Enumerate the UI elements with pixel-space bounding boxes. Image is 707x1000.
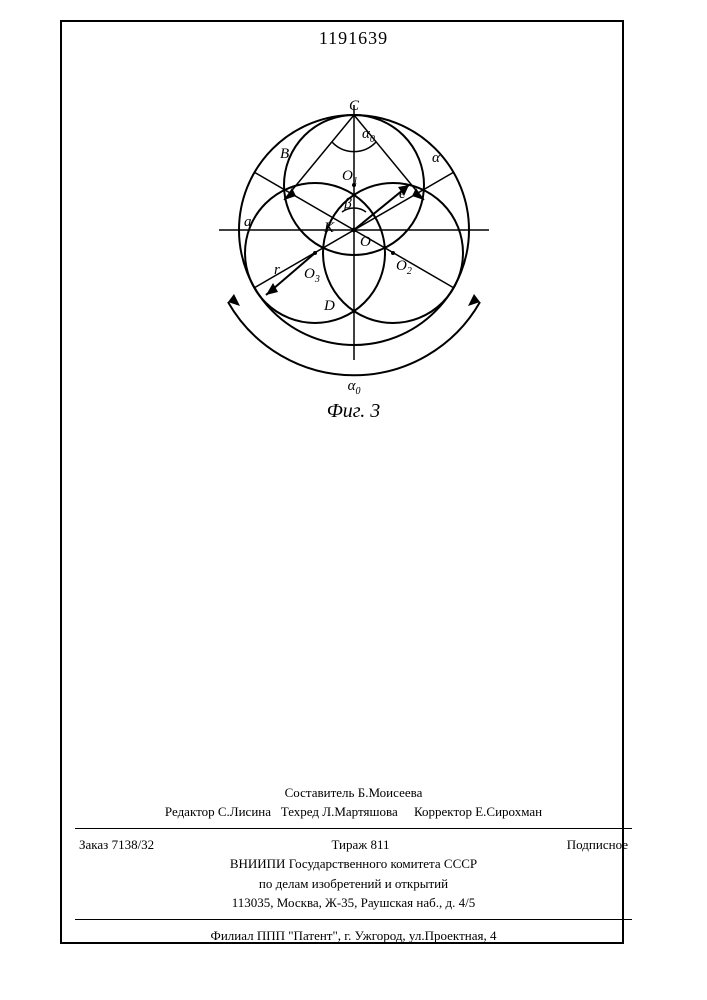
label-alpha0-bottom: α0 <box>347 378 360 397</box>
label-o2: O2 <box>396 258 412 277</box>
label-o1: O1 <box>342 168 358 187</box>
label-k: K <box>323 220 335 236</box>
compiler-name: Б.Моисеева <box>358 785 423 800</box>
label-r: r <box>274 262 280 278</box>
address-line: 113035, Москва, Ж-35, Раушская наб., д. … <box>75 893 632 913</box>
compiler-label: Составитель <box>285 785 355 800</box>
label-b-upper: B <box>280 146 289 162</box>
editor-label: Редактор <box>165 804 215 819</box>
editor-name: С.Лисина <box>218 804 271 819</box>
label-e: e <box>399 186 406 202</box>
label-alpha0-top: α0 <box>362 126 375 145</box>
podpisnoe: Подписное <box>567 835 628 855</box>
techred-name: Л.Мартяшова <box>322 804 397 819</box>
label-o: O <box>360 234 371 250</box>
corrector-name: Е.Сирохман <box>475 804 542 819</box>
patent-number: 1191639 <box>319 28 388 49</box>
footer-block: Составитель Б.Моисеева Редактор С.Лисина… <box>75 783 632 946</box>
order-value: 7138/32 <box>112 837 155 852</box>
org-line-1: ВНИИПИ Государственного комитета СССР <box>75 854 632 874</box>
corrector-label: Корректор <box>414 804 472 819</box>
label-alpha: α <box>432 150 441 166</box>
figure-caption: Фиг. 3 <box>327 400 381 423</box>
label-c: C <box>348 98 359 114</box>
label-o3: O3 <box>304 266 320 285</box>
figure-3-diagram: C B α a α0 e β K O O1 O2 O3 D r α0 <box>184 70 524 400</box>
tirazh-label: Тираж <box>331 837 367 852</box>
techred-label: Техред <box>281 804 319 819</box>
org-line-2: по делам изобретений и открытий <box>75 874 632 894</box>
filial-line: Филиал ППП "Патент", г. Ужгород, ул.Прое… <box>75 926 632 946</box>
label-d: D <box>323 298 335 314</box>
label-beta: β <box>343 196 352 212</box>
tirazh-value: 811 <box>371 837 390 852</box>
label-a: a <box>244 214 252 230</box>
order-label: Заказ <box>79 837 108 852</box>
